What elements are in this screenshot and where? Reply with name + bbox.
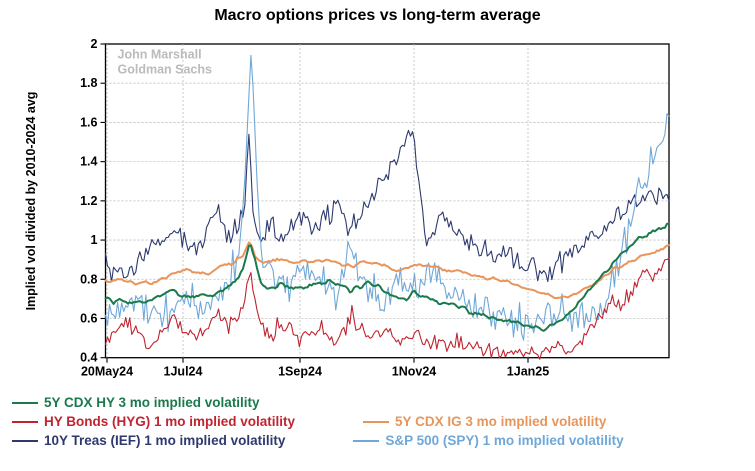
svg-text:1.8: 1.8 <box>80 76 97 90</box>
svg-text:1.2: 1.2 <box>80 194 97 208</box>
svg-text:1Jan25: 1Jan25 <box>507 365 549 379</box>
svg-text:1Jul24: 1Jul24 <box>164 365 203 379</box>
svg-text:1: 1 <box>91 233 98 247</box>
svg-text:0.4: 0.4 <box>80 351 97 365</box>
svg-text:Goldman Sachs: Goldman Sachs <box>118 63 213 77</box>
svg-text:20May24: 20May24 <box>81 365 133 379</box>
svg-text:0.6: 0.6 <box>80 311 97 325</box>
svg-text:1.4: 1.4 <box>80 155 97 169</box>
svg-text:John Marshall: John Marshall <box>118 48 202 62</box>
svg-text:0.8: 0.8 <box>80 272 97 286</box>
svg-text:1Nov24: 1Nov24 <box>392 365 437 379</box>
svg-text:1Sep24: 1Sep24 <box>278 365 322 379</box>
svg-text:2: 2 <box>91 37 98 51</box>
svg-text:1.6: 1.6 <box>80 115 97 129</box>
